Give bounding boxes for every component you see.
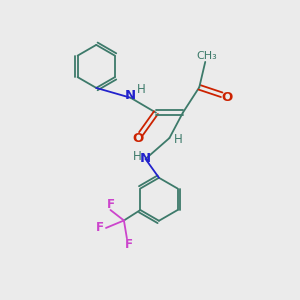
Text: N: N <box>140 152 151 166</box>
Text: N: N <box>125 89 136 102</box>
Text: H: H <box>137 83 146 96</box>
Text: F: F <box>95 221 104 234</box>
Text: F: F <box>124 238 132 251</box>
Text: H: H <box>173 133 182 146</box>
Text: F: F <box>106 197 115 211</box>
Text: O: O <box>221 91 232 104</box>
Text: H: H <box>133 150 142 164</box>
Text: O: O <box>132 133 144 146</box>
Text: CH₃: CH₃ <box>196 51 217 61</box>
